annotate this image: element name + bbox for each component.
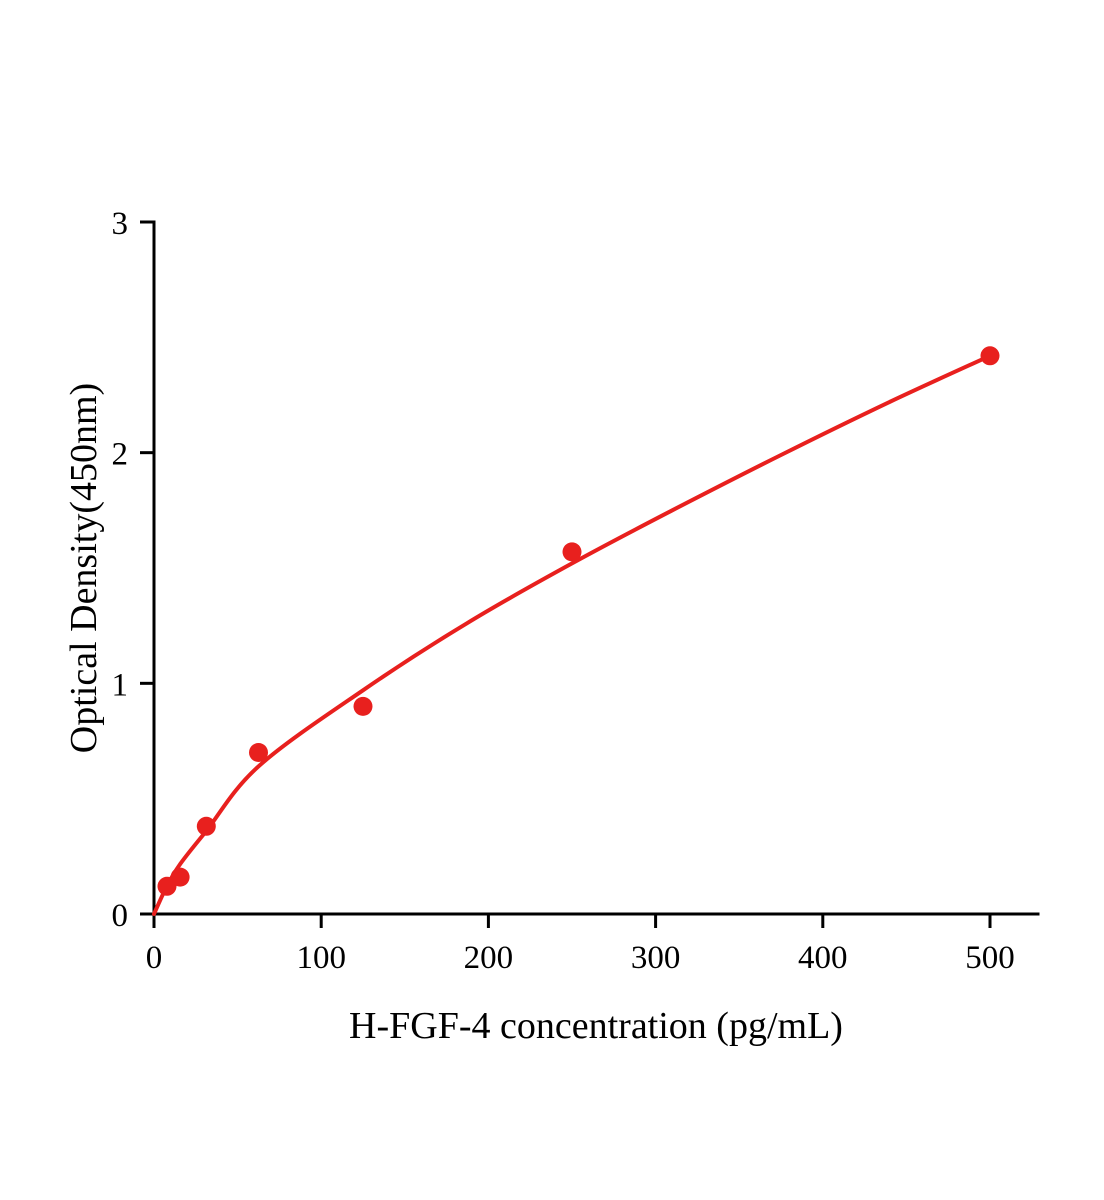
data-point — [170, 867, 190, 887]
x-tick-label: 500 — [965, 940, 1015, 976]
x-tick-label: 0 — [146, 940, 163, 976]
y-tick-label: 3 — [112, 206, 129, 242]
data-point — [562, 542, 582, 562]
y-tick-label: 0 — [112, 898, 129, 934]
x-axis-label: H-FGF-4 concentration (pg/mL) — [349, 1005, 843, 1047]
y-tick-label: 1 — [112, 667, 129, 703]
axis-spines — [152, 220, 1040, 916]
x-tick-label: 200 — [464, 940, 514, 976]
y-axis-label: Optical Density(450nm) — [63, 383, 105, 753]
x-tick-label: 100 — [296, 940, 346, 976]
data-point — [249, 743, 268, 762]
x-tick-label: 400 — [798, 940, 848, 976]
data-point — [196, 816, 216, 836]
x-tick-label: 300 — [631, 940, 681, 976]
y-tick-label: 2 — [112, 437, 129, 473]
data-point — [353, 696, 373, 716]
fit-curve — [152, 353, 992, 916]
data-point — [980, 346, 1000, 366]
